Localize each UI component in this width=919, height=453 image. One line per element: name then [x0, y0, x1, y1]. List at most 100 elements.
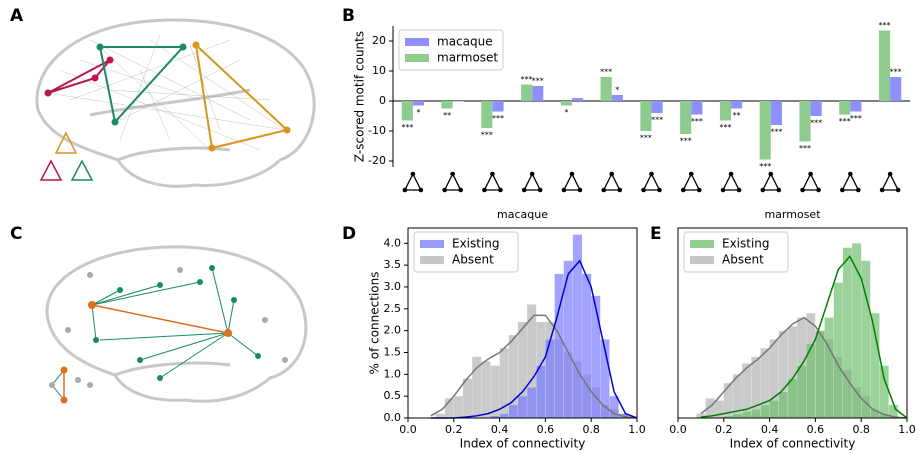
- motif-node: [816, 187, 821, 193]
- hist-bar: [870, 313, 880, 419]
- motif-icon: [801, 172, 820, 191]
- x-axis-label: Index of connectivity: [730, 437, 856, 451]
- x-tick-label: 0.4: [761, 423, 779, 436]
- y-tick-label: 0.5: [384, 389, 402, 402]
- panel-label: A: [10, 6, 24, 26]
- motif-node: [442, 187, 447, 193]
- hist-bar: [517, 396, 528, 419]
- motif-node: [680, 187, 686, 193]
- motif-icon: [602, 172, 621, 191]
- significance: ***: [691, 117, 703, 126]
- motif-node: [720, 187, 726, 193]
- bar: [839, 101, 851, 115]
- bar: [799, 101, 811, 142]
- hist-bar: [462, 378, 473, 419]
- y-tick-label: 3.5: [384, 258, 402, 271]
- motif-node: [450, 171, 455, 177]
- bar: [571, 98, 584, 101]
- y-tick-label: 2.0: [384, 324, 402, 337]
- motif-node: [490, 171, 495, 177]
- motif-node: [617, 187, 623, 193]
- bar: [691, 101, 703, 115]
- bar: [890, 77, 902, 101]
- motif-icon: [721, 172, 741, 191]
- bar: [850, 101, 862, 112]
- kde-line: [700, 316, 908, 419]
- bar: [600, 77, 612, 101]
- y-tick-label: 3.0: [384, 280, 402, 293]
- y-tick-label: -10: [368, 124, 386, 137]
- motif-node: [521, 187, 527, 193]
- significance: ***: [810, 119, 822, 128]
- bar: [759, 101, 771, 160]
- x-tick-label: 0.6: [537, 423, 555, 436]
- bar: [878, 30, 891, 101]
- motif-icon: [483, 172, 502, 191]
- motif-node: [776, 187, 782, 193]
- motif-icon: [523, 172, 542, 191]
- hist-bar: [842, 247, 853, 419]
- significance: ***: [492, 114, 504, 123]
- legend-label: Existing: [452, 237, 500, 251]
- bar: [401, 101, 413, 121]
- x-tick-label: 0.0: [669, 423, 687, 436]
- x-tick-label: 0.8: [852, 423, 870, 436]
- hist-bar: [732, 413, 743, 419]
- significance: ***: [521, 75, 533, 84]
- hist-bar: [751, 409, 761, 419]
- motif-node: [577, 187, 583, 193]
- legend-label: marmoset: [437, 51, 498, 65]
- bar: [651, 101, 663, 113]
- hist-bar: [833, 282, 844, 419]
- bar: [452, 101, 464, 102]
- significance: ***: [759, 162, 771, 171]
- motif-node: [808, 171, 813, 177]
- y-tick-label: 2.5: [384, 302, 402, 315]
- hist-bar: [824, 317, 834, 419]
- hist-bar: [879, 365, 889, 419]
- significance: ***: [839, 117, 851, 126]
- panel-label: C: [10, 224, 22, 244]
- significance: ***: [401, 123, 413, 132]
- significance: ***: [481, 131, 493, 140]
- significance: ***: [640, 134, 652, 143]
- x-tick-label: 0.0: [399, 423, 417, 436]
- bar: [640, 101, 652, 131]
- motif-node: [800, 187, 805, 193]
- motif-node: [848, 171, 853, 177]
- y-axis-label: Z-scored motif counts: [353, 31, 367, 162]
- x-tick-label: 0.2: [715, 423, 733, 436]
- motif-icon: [682, 172, 701, 191]
- kde-line: [700, 255, 908, 419]
- panel-label: E: [650, 224, 662, 244]
- x-tick-label: 1.0: [898, 423, 916, 436]
- hist-bar: [508, 404, 519, 419]
- significance: ***: [879, 21, 891, 30]
- plot-frame: [407, 227, 638, 419]
- legend-swatch: [405, 54, 429, 62]
- motif-node: [688, 171, 694, 177]
- bar: [441, 101, 453, 109]
- motif-node: [649, 171, 654, 177]
- panel-label: D: [342, 224, 356, 244]
- motif-node: [696, 187, 702, 193]
- y-tick-label: 10: [372, 64, 386, 77]
- legend-label: Absent: [452, 253, 494, 267]
- motif-node: [569, 171, 575, 177]
- x-tick-label: 0.2: [445, 423, 463, 436]
- motif-icon: [562, 172, 582, 191]
- legend-label: Existing: [722, 237, 770, 251]
- plot-frame: [677, 227, 908, 419]
- bar: [492, 101, 504, 112]
- legend-swatch: [690, 256, 714, 264]
- bar: [680, 101, 692, 134]
- significance: ***: [770, 128, 782, 137]
- legend-label: macaque: [437, 35, 493, 49]
- motif-node: [895, 187, 901, 193]
- y-tick-label: 0: [379, 94, 386, 107]
- hist-bar: [453, 396, 464, 419]
- x-tick-label: 1.0: [628, 423, 646, 436]
- y-tick-label: 1.5: [384, 345, 402, 358]
- motif-node: [760, 187, 766, 193]
